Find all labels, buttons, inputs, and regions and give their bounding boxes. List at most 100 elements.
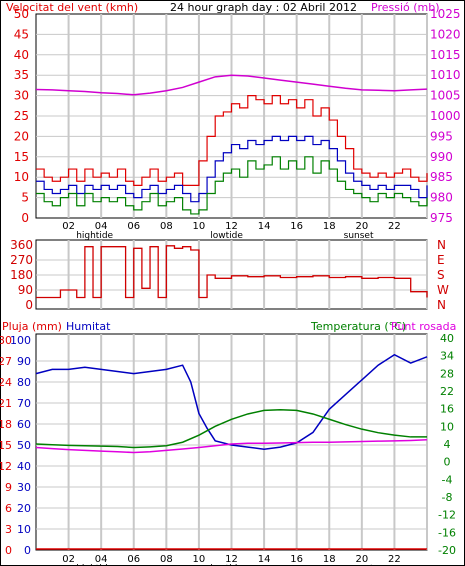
x-tick-label: 02 bbox=[62, 554, 75, 565]
x-tick-label: 14 bbox=[258, 221, 271, 232]
y-tick-label: -20 bbox=[438, 544, 456, 557]
y-tick-label: 30 bbox=[17, 481, 31, 494]
y-tick-label: 4 bbox=[444, 438, 451, 451]
dewpoint-axis-label: Punt rosada bbox=[391, 320, 456, 333]
y-tick-label: 0 bbox=[5, 544, 12, 557]
y-tick-label: 35 bbox=[14, 68, 29, 82]
y-tick-label: 40 bbox=[17, 460, 31, 473]
y-tick-label: 50 bbox=[17, 439, 31, 452]
tide-marker-label: hightide bbox=[76, 231, 113, 241]
x-tick-label: 02 bbox=[62, 221, 75, 232]
y-tick-label: 9 bbox=[5, 481, 12, 494]
y-tick-label: 34 bbox=[440, 350, 454, 363]
x-tick-label: 06 bbox=[127, 221, 140, 232]
y-tick-label: E bbox=[437, 253, 445, 267]
y-tick-label: 80 bbox=[17, 376, 31, 389]
y-tick-label: 0 bbox=[444, 456, 451, 469]
panel1-left-ticks: 0 5 10 15 20 25 30 35 40 45 50 bbox=[14, 7, 29, 225]
x-tick-label: 20 bbox=[355, 221, 368, 232]
series-wind bbox=[36, 95, 428, 186]
rain-axis-label: Pluja (mm) bbox=[2, 320, 62, 333]
y-tick-label: 10 bbox=[440, 420, 454, 433]
y-tick-label: 1010 bbox=[430, 68, 461, 82]
temperature-axis-label: Temperatura (°C) bbox=[310, 320, 406, 333]
y-tick-label: 975 bbox=[430, 211, 453, 225]
x-tick-label: 06 bbox=[127, 554, 140, 565]
series-gust_a bbox=[36, 135, 428, 203]
y-tick-label: 50 bbox=[14, 7, 29, 21]
x-tick-label: 22 bbox=[388, 554, 401, 565]
y-tick-label: 270 bbox=[10, 253, 33, 267]
wind-axis-label: Velocitat del vent (kmh) bbox=[6, 1, 138, 14]
y-tick-label: 990 bbox=[430, 150, 453, 164]
y-tick-label: 40 bbox=[14, 48, 29, 62]
y-tick-label: 30 bbox=[14, 89, 29, 103]
panel3-x-ticks: 02 04 06 08 10 12 14 16 18 20 22 bbox=[62, 554, 401, 565]
y-tick-label: 90 bbox=[18, 283, 33, 297]
y-tick-label: 18 bbox=[0, 418, 12, 431]
tide-marker-label: lowtide bbox=[210, 564, 243, 566]
y-tick-label: 180 bbox=[10, 268, 33, 282]
x-tick-label: 16 bbox=[290, 221, 303, 232]
y-tick-label: 980 bbox=[430, 191, 453, 205]
y-tick-label: -16 bbox=[438, 526, 456, 539]
series-temperature bbox=[35, 408, 427, 449]
tide-marker-label: lowtide bbox=[210, 231, 243, 241]
x-tick-label: 18 bbox=[323, 221, 336, 232]
x-tick-label: 10 bbox=[193, 221, 206, 232]
y-tick-label: 25 bbox=[14, 109, 29, 123]
panel1-markers: hightide lowtide sunset bbox=[76, 231, 374, 241]
y-tick-label: 90 bbox=[17, 355, 31, 368]
x-tick-label: 08 bbox=[160, 221, 173, 232]
y-tick-label: 22 bbox=[440, 385, 454, 398]
x-tick-label: 12 bbox=[225, 554, 238, 565]
panel3-temperature-ticks: -20 -16 -12 -8 -4 0 4 10 16 22 28 34 40 bbox=[438, 332, 456, 557]
y-tick-label: S bbox=[437, 268, 445, 282]
y-tick-label: 24 bbox=[0, 376, 12, 389]
y-tick-label: 6 bbox=[5, 502, 12, 515]
y-tick-label: 15 bbox=[14, 150, 29, 164]
x-tick-label: 04 bbox=[95, 554, 108, 565]
x-tick-label: 10 bbox=[193, 554, 206, 565]
y-tick-label: -4 bbox=[442, 473, 453, 486]
series-direction bbox=[36, 245, 428, 299]
y-tick-label: 70 bbox=[17, 397, 31, 410]
tide-marker-label: sunset bbox=[344, 564, 374, 566]
y-tick-label: 21 bbox=[0, 397, 12, 410]
pressure-axis-label: Pressió (mb) bbox=[371, 1, 440, 14]
x-tick-label: 04 bbox=[95, 221, 108, 232]
y-tick-label: -8 bbox=[442, 491, 453, 504]
y-tick-label: 1005 bbox=[430, 89, 461, 103]
y-tick-label: 360 bbox=[10, 238, 33, 252]
y-tick-label: 0 bbox=[24, 544, 31, 557]
x-tick-label: 08 bbox=[160, 554, 173, 565]
x-tick-label: 16 bbox=[290, 554, 303, 565]
y-tick-label: 60 bbox=[17, 418, 31, 431]
panel1-right-ticks: 975 980 985 990 995 1000 1005 1010 1015 1020 1025 bbox=[430, 7, 461, 225]
y-tick-label: 12 bbox=[0, 460, 12, 473]
panel1-x-ticks: 02 04 06 08 10 12 14 16 18 20 22 bbox=[62, 221, 401, 232]
x-tick-label: 12 bbox=[225, 221, 238, 232]
y-tick-label: 0 bbox=[21, 211, 29, 225]
y-tick-label: 20 bbox=[14, 129, 29, 143]
x-tick-label: 14 bbox=[258, 554, 271, 565]
panel3-humidity-ticks: 0 10 20 30 40 50 60 70 80 90 100 bbox=[10, 334, 31, 557]
y-tick-label: 1000 bbox=[430, 109, 461, 123]
y-tick-label: 1025 bbox=[430, 7, 461, 21]
y-tick-label: W bbox=[437, 283, 449, 297]
x-tick-label: 22 bbox=[388, 221, 401, 232]
y-tick-label: 16 bbox=[440, 403, 454, 416]
series-humidity bbox=[35, 353, 428, 450]
series-dewpoint bbox=[35, 439, 428, 454]
x-tick-label: 20 bbox=[355, 554, 368, 565]
y-tick-label: 3 bbox=[5, 523, 12, 536]
y-tick-label: 27 bbox=[0, 355, 12, 368]
y-tick-label: -12 bbox=[438, 509, 456, 522]
y-tick-label: 995 bbox=[430, 129, 453, 143]
y-tick-label: 15 bbox=[0, 439, 12, 452]
